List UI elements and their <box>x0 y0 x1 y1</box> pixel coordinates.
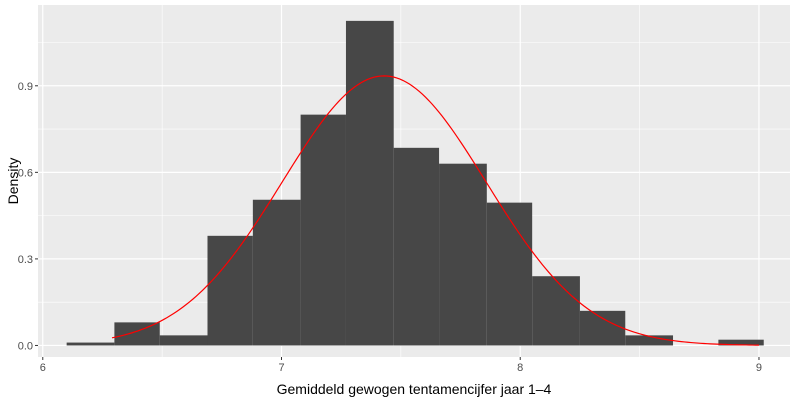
y-tick-label: 0.0 <box>18 340 33 352</box>
histogram-bar <box>345 20 394 346</box>
histogram-bars <box>66 20 764 346</box>
y-axis-title: Density <box>5 158 21 205</box>
y-tick-label: 0.3 <box>18 254 33 266</box>
histogram-bar <box>159 335 208 346</box>
histogram-bar <box>114 322 160 346</box>
histogram-bar <box>532 276 580 346</box>
y-tick-label: 0.6 <box>18 167 33 179</box>
histogram-bar <box>393 147 440 346</box>
histogram-bar <box>66 342 115 346</box>
histogram-bar <box>300 114 346 346</box>
y-axis-ticks: 0.0 0.3 0.6 0.9 <box>18 81 38 352</box>
x-axis-ticks: 6 7 8 9 <box>40 357 762 374</box>
x-tick-label: 7 <box>278 362 284 374</box>
density-curve <box>111 75 759 346</box>
x-tick-label: 8 <box>517 362 523 374</box>
y-tick-label: 0.9 <box>18 81 33 93</box>
histogram-bar <box>252 199 301 346</box>
histogram-bar <box>439 163 487 346</box>
histogram-bar <box>625 335 674 346</box>
histogram-bar <box>486 202 533 346</box>
x-tick-label: 6 <box>40 362 46 374</box>
x-axis-title: Gemiddeld gewogen tentamencijfer jaar 1–… <box>277 381 552 397</box>
x-tick-label: 9 <box>756 362 762 374</box>
histogram-bar <box>207 235 253 346</box>
histogram-bar <box>718 339 764 346</box>
histogram-bar <box>579 310 626 346</box>
